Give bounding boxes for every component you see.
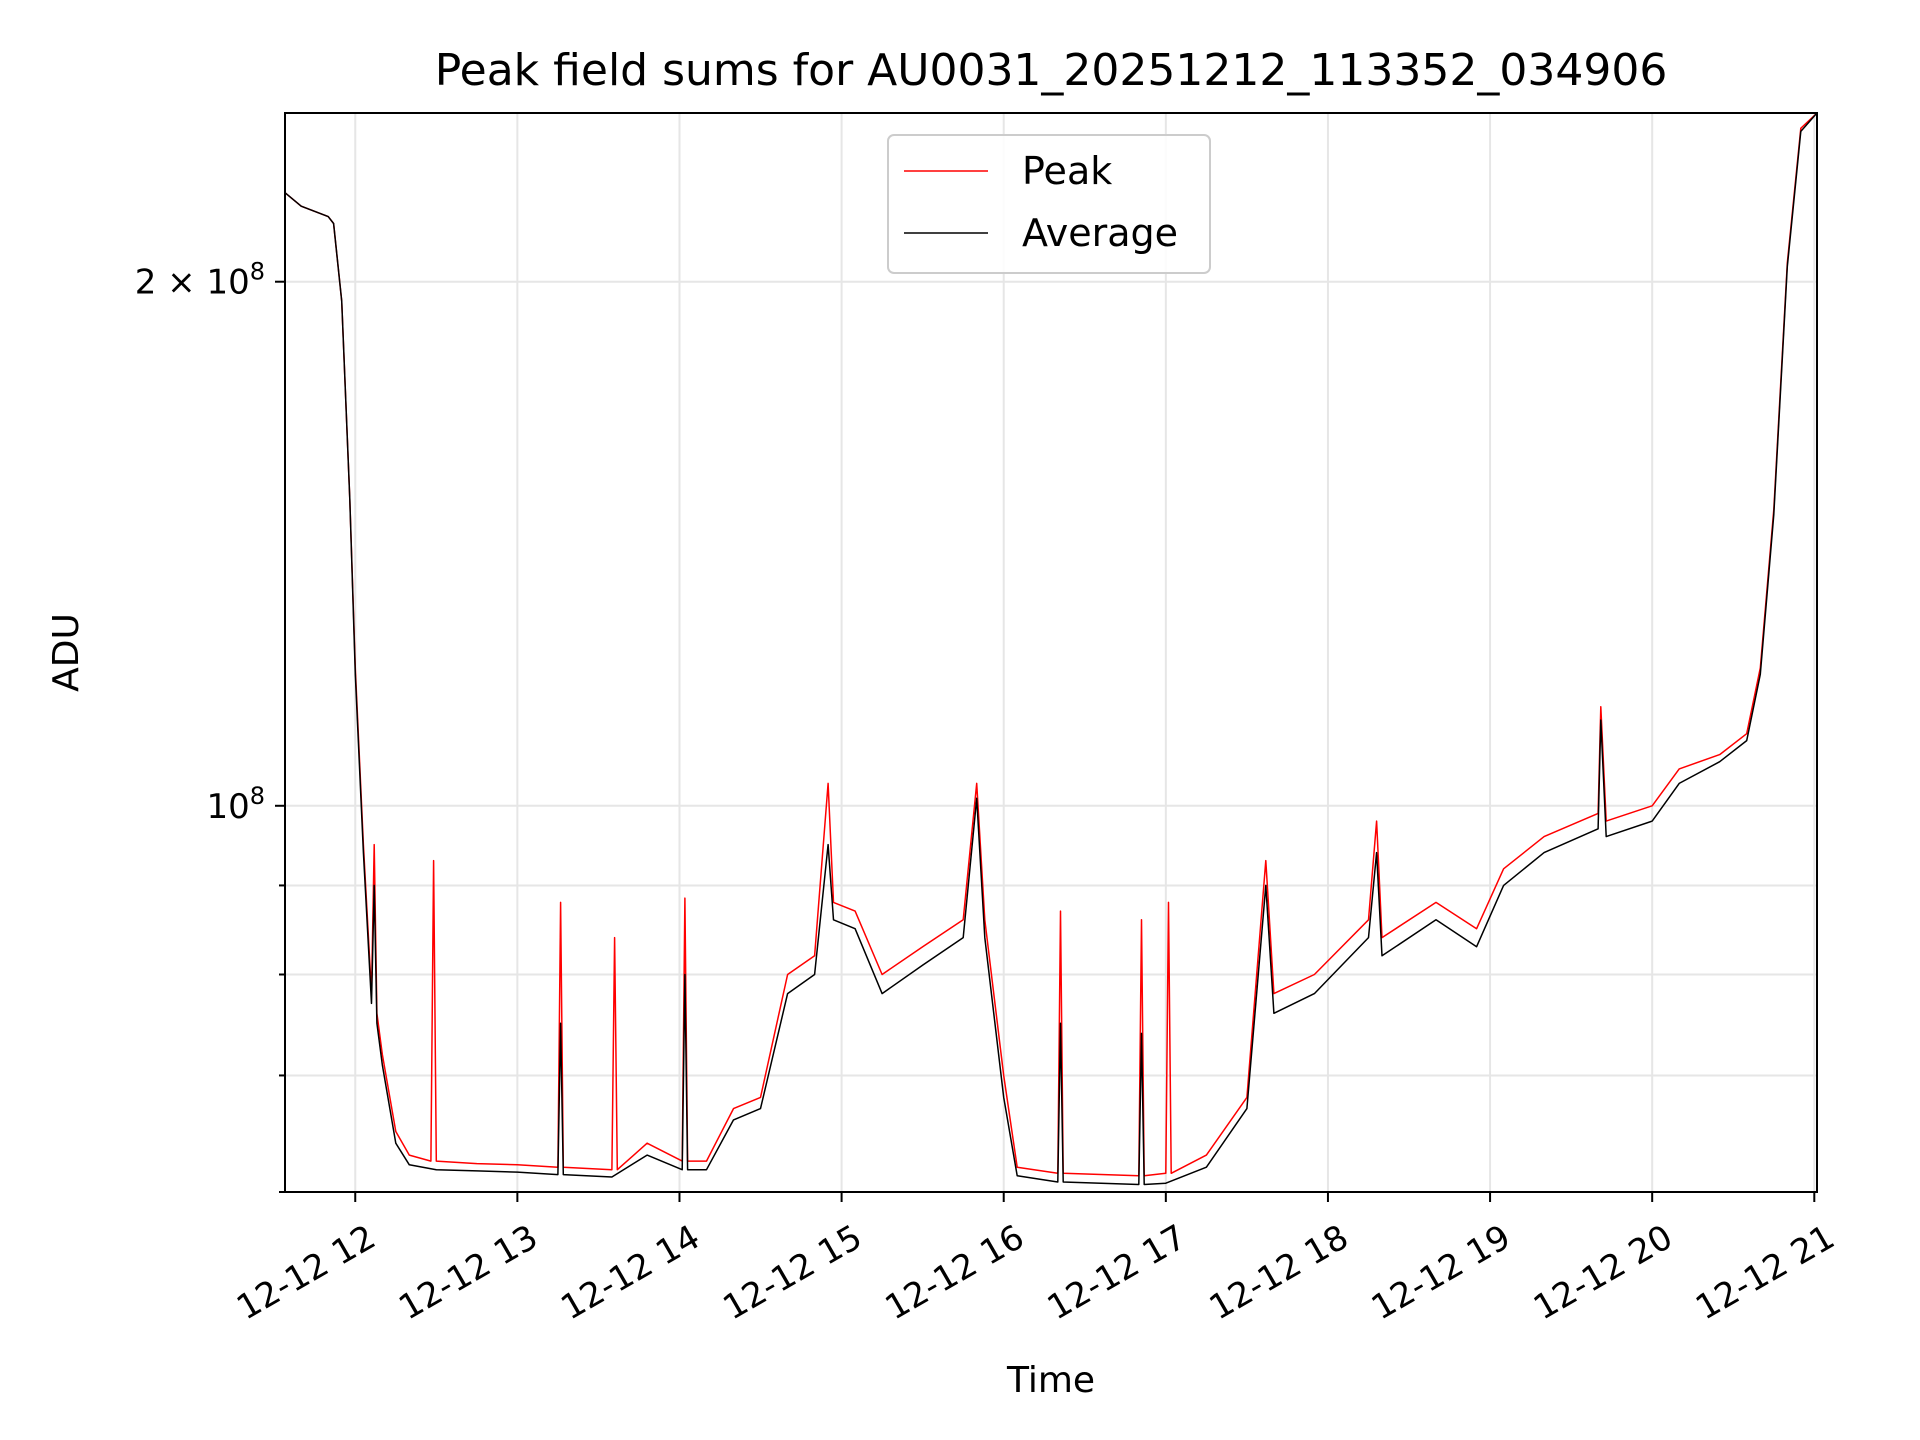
series-line-peak [284,112,1818,1177]
y-tick-label: 108 [206,782,265,827]
y-tick-label-base: 2 × 10 [135,263,250,303]
plot-frame [284,112,1818,1193]
chart-title: Peak field sums for AU0031_20251212_1133… [435,45,1668,96]
legend: Peak Average [887,134,1211,274]
x-axis-label: Time [1006,1360,1095,1401]
legend-label-peak: Peak [1022,149,1112,193]
series-line-average [284,112,1818,1186]
grid-lines [285,113,1817,1192]
y-axis-label: ADU [46,613,87,692]
y-tick-label-exponent: 8 [250,782,265,810]
series-lines [284,112,1818,1186]
y-tick-label: 2 × 108 [135,258,265,303]
y-tick-label-exponent: 8 [250,258,265,286]
y-tick-label-base: 10 [206,787,249,827]
legend-box [887,134,1211,274]
legend-label-average: Average [1022,211,1178,255]
